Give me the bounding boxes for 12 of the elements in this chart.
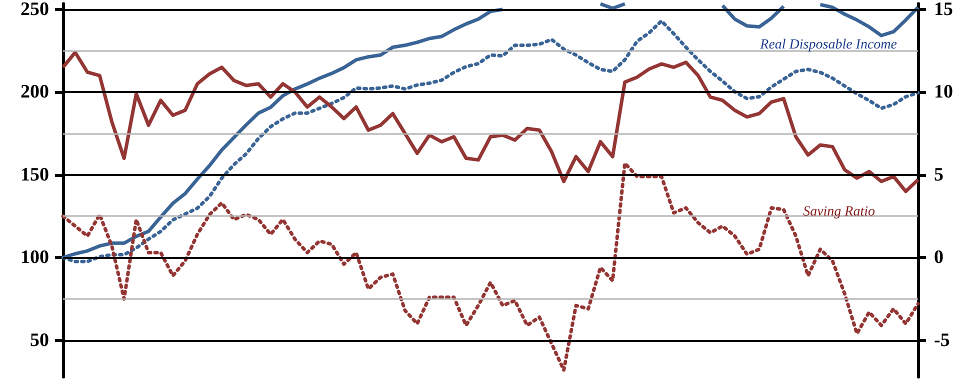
y-tick-label: 200 (20, 82, 49, 103)
y2-tick-label: 15 (934, 0, 953, 20)
y-tick-label: 250 (20, 0, 49, 20)
annotation: Real Disposable Income (759, 38, 898, 52)
y2-tick-label: -5 (934, 330, 950, 351)
y-tick-label: 150 (20, 164, 49, 186)
y-tick-label: 50 (30, 330, 49, 351)
y2-tick-label: 5 (934, 164, 944, 186)
y2-tick-label: 0 (934, 247, 944, 268)
annotation: Saving Ratio (803, 204, 876, 220)
y-tick-label: 100 (20, 247, 49, 268)
y2-tick-label: 10 (934, 82, 953, 103)
